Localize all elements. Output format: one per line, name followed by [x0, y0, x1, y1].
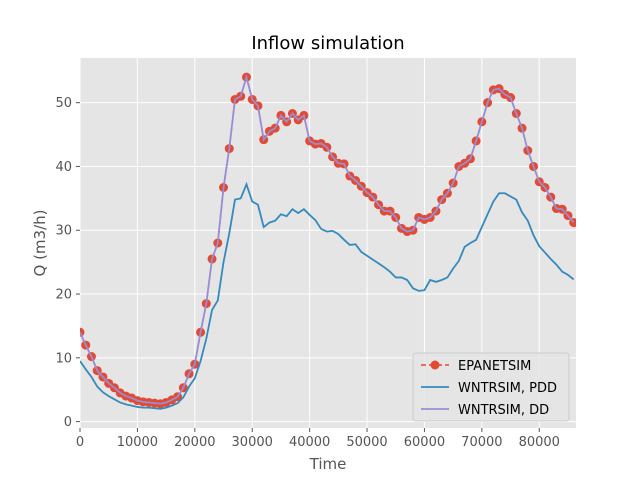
- series-line-wntrsim-dd: [80, 73, 575, 405]
- x-tick-label: 10000: [117, 435, 158, 450]
- chart-title: Inflow simulation: [251, 33, 404, 54]
- y-tick-label: 10: [55, 351, 72, 366]
- x-tick-label: 60000: [404, 435, 445, 450]
- y-tick-label: 20: [55, 288, 72, 303]
- legend-label-epanetsim: EPANETSIM: [458, 359, 531, 374]
- legend-marker-epanetsim: [430, 360, 440, 370]
- y-tick-label: 40: [55, 160, 72, 175]
- legend-frame: [412, 352, 570, 422]
- y-tick-label: 30: [55, 224, 72, 239]
- x-axis-label: Time: [309, 455, 347, 473]
- legend-label-wntrsim-dd: WNTRSIM, DD: [458, 403, 549, 418]
- y-tick-label: 0: [64, 415, 72, 430]
- x-tick-label: 50000: [346, 435, 387, 450]
- x-tick-label: 70000: [461, 435, 502, 450]
- x-tick-label: 40000: [289, 435, 330, 450]
- x-tick-label: 80000: [519, 435, 560, 450]
- x-axis-ticks: 0 10000 20000 30000 40000 50000 60000 70000 8000…: [76, 428, 560, 450]
- legend-label-wntrsim-pdd: WNTRSIM, PDD: [458, 381, 557, 396]
- y-tick-label: 50: [55, 96, 72, 111]
- legend: EPANETSIM WNTRSIM, PDD WNTRSIM, DD: [412, 352, 570, 422]
- series-line-wntrsim-pdd: [80, 181, 575, 410]
- x-tick-label: 0: [76, 435, 84, 450]
- x-tick-label: 30000: [232, 435, 273, 450]
- series-layer: [80, 72, 576, 410]
- y-axis-ticks: 0 10 20 30 40 50: [55, 96, 80, 430]
- x-tick-label: 20000: [174, 435, 215, 450]
- y-axis-label: Q (m3/h): [31, 210, 49, 277]
